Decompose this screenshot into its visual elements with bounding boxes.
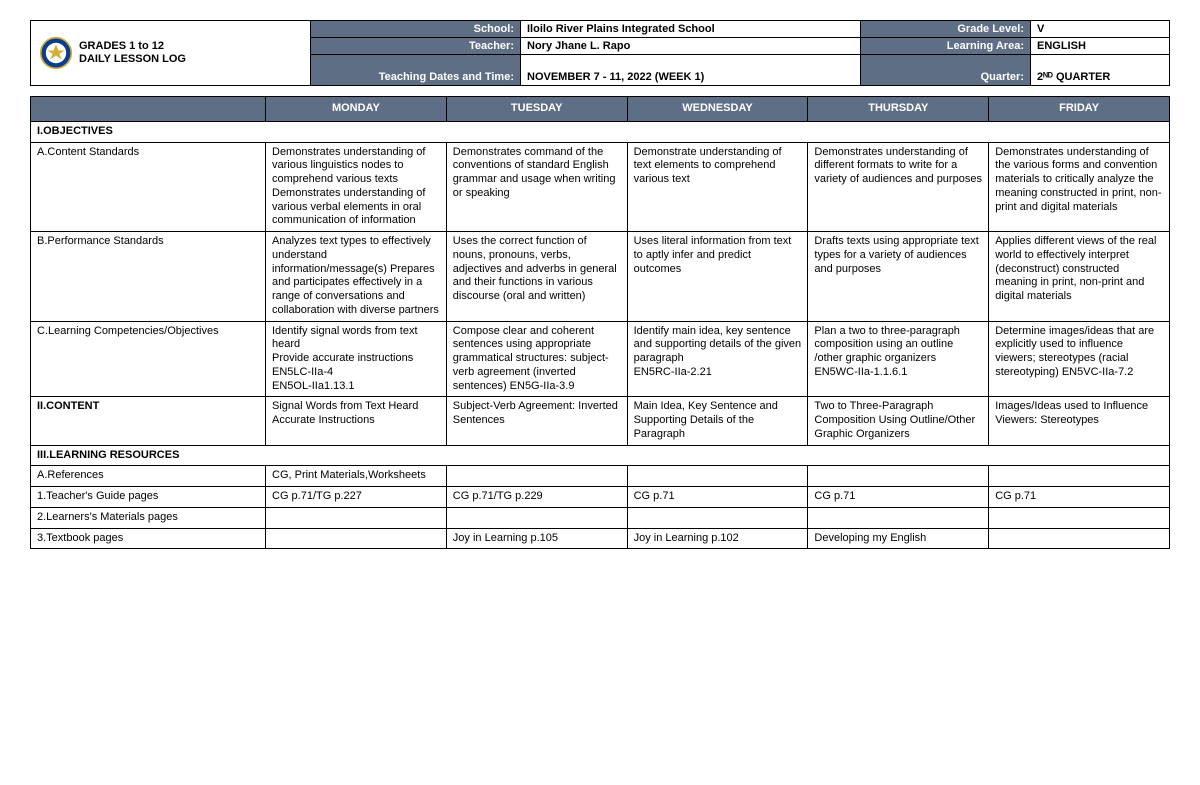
cell <box>989 507 1170 528</box>
teachers-guide-label: 1.Teacher's Guide pages <box>31 487 266 508</box>
performance-standards-label: B.Performance Standards <box>31 232 266 322</box>
learners-materials-label: 2.Learners's Materials pages <box>31 507 266 528</box>
content-standards-label: A.Content Standards <box>31 142 266 232</box>
textbook-pages-row: 3.Textbook pages Joy in Learning p.105 J… <box>31 528 1170 549</box>
document-title: GRADES 1 to 12 DAILY LESSON LOG <box>79 40 186 66</box>
teacher-label: Teacher: <box>311 38 521 54</box>
learning-resources-heading: III.LEARNING RESOURCES <box>31 445 1170 466</box>
cell: Main Idea, Key Sentence and Supporting D… <box>627 397 808 445</box>
grade-level-label: Grade Level: <box>861 21 1031 37</box>
cell <box>446 507 627 528</box>
document-header: GRADES 1 to 12 DAILY LESSON LOG School: … <box>30 20 1170 86</box>
day-friday: FRIDAY <box>989 97 1170 122</box>
quarter-label: Quarter: <box>861 55 1031 85</box>
cell <box>627 466 808 487</box>
cell: CG p.71/TG p.229 <box>446 487 627 508</box>
school-label: School: <box>311 21 521 37</box>
learners-materials-row: 2.Learners's Materials pages <box>31 507 1170 528</box>
header-left: GRADES 1 to 12 DAILY LESSON LOG <box>31 21 311 85</box>
cell: Joy in Learning p.102 <box>627 528 808 549</box>
cell <box>808 507 989 528</box>
cell: Two to Three-Paragraph Composition Using… <box>808 397 989 445</box>
school-value: Iloilo River Plains Integrated School <box>521 21 861 37</box>
cell: Uses the correct function of nouns, pron… <box>446 232 627 322</box>
teaching-dates-label: Teaching Dates and Time: <box>311 55 521 85</box>
references-label: A.References <box>31 466 266 487</box>
cell: CG p.71 <box>808 487 989 508</box>
cell: CG, Print Materials,Worksheets <box>266 466 447 487</box>
day-wednesday: WEDNESDAY <box>627 97 808 122</box>
cell: Demonstrates understanding of the variou… <box>989 142 1170 232</box>
cell: Images/Ideas used to Influence Viewers: … <box>989 397 1170 445</box>
objectives-heading: I.OBJECTIVES <box>31 121 1170 142</box>
cell <box>808 466 989 487</box>
cell <box>989 528 1170 549</box>
title-line1: GRADES 1 to 12 <box>79 40 164 52</box>
cell: Uses literal information from text to ap… <box>627 232 808 322</box>
cell: Applies different views of the real worl… <box>989 232 1170 322</box>
performance-standards-row: B.Performance Standards Analyzes text ty… <box>31 232 1170 322</box>
day-tuesday: TUESDAY <box>446 97 627 122</box>
title-line2: DAILY LESSON LOG <box>79 53 186 65</box>
lesson-log-table: MONDAY TUESDAY WEDNESDAY THURSDAY FRIDAY… <box>30 96 1170 549</box>
cell <box>627 507 808 528</box>
teacher-value: Nory Jhane L. Rapo <box>521 38 861 54</box>
cell: CG p.71/TG p.227 <box>266 487 447 508</box>
content-heading: II.CONTENT <box>31 397 266 445</box>
cell: Developing my English <box>808 528 989 549</box>
day-monday: MONDAY <box>266 97 447 122</box>
cell: Plan a two to three-paragraph compositio… <box>808 321 989 397</box>
days-header-row: MONDAY TUESDAY WEDNESDAY THURSDAY FRIDAY <box>31 97 1170 122</box>
cell <box>266 507 447 528</box>
textbook-pages-label: 3.Textbook pages <box>31 528 266 549</box>
cell: Analyzes text types to effectively under… <box>266 232 447 322</box>
quarter-value: 2ᴺᴰ QUARTER <box>1031 55 1169 85</box>
content-standards-row: A.Content Standards Demonstrates underst… <box>31 142 1170 232</box>
cell: Signal Words from Text HeardAccurate Ins… <box>266 397 447 445</box>
content-row: II.CONTENT Signal Words from Text HeardA… <box>31 397 1170 445</box>
cell: Identify main idea, key sentence and sup… <box>627 321 808 397</box>
cell: CG p.71 <box>989 487 1170 508</box>
cell: Demonstrates command of the conventions … <box>446 142 627 232</box>
day-thursday: THURSDAY <box>808 97 989 122</box>
cell: Compose clear and coherent sentences usi… <box>446 321 627 397</box>
grade-level-value: V <box>1031 21 1169 37</box>
cell: Demonstrates understanding of various li… <box>266 142 447 232</box>
cell <box>266 528 447 549</box>
cell: Subject-Verb Agreement: Inverted Sentenc… <box>446 397 627 445</box>
cell: Determine images/ideas that are explicit… <box>989 321 1170 397</box>
cell: CG p.71 <box>627 487 808 508</box>
cell <box>446 466 627 487</box>
teaching-dates-value: NOVEMBER 7 - 11, 2022 (WEEK 1) <box>521 55 861 85</box>
cell: Demonstrate understanding of text elemen… <box>627 142 808 232</box>
learning-competencies-label: C.Learning Competencies/Objectives <box>31 321 266 397</box>
cell: Identify signal words from text heardPro… <box>266 321 447 397</box>
deped-logo-icon <box>39 36 73 70</box>
learning-resources-section: III.LEARNING RESOURCES <box>31 445 1170 466</box>
references-row: A.References CG, Print Materials,Workshe… <box>31 466 1170 487</box>
learning-area-value: ENGLISH <box>1031 38 1169 54</box>
teachers-guide-row: 1.Teacher's Guide pages CG p.71/TG p.227… <box>31 487 1170 508</box>
learning-competencies-row: C.Learning Competencies/Objectives Ident… <box>31 321 1170 397</box>
objectives-section: I.OBJECTIVES <box>31 121 1170 142</box>
cell <box>989 466 1170 487</box>
cell: Drafts texts using appropriate text type… <box>808 232 989 322</box>
blank-header <box>31 97 266 122</box>
learning-area-label: Learning Area: <box>861 38 1031 54</box>
cell: Joy in Learning p.105 <box>446 528 627 549</box>
header-info-grid: School: Iloilo River Plains Integrated S… <box>311 21 1169 85</box>
cell: Demonstrates understanding of different … <box>808 142 989 232</box>
